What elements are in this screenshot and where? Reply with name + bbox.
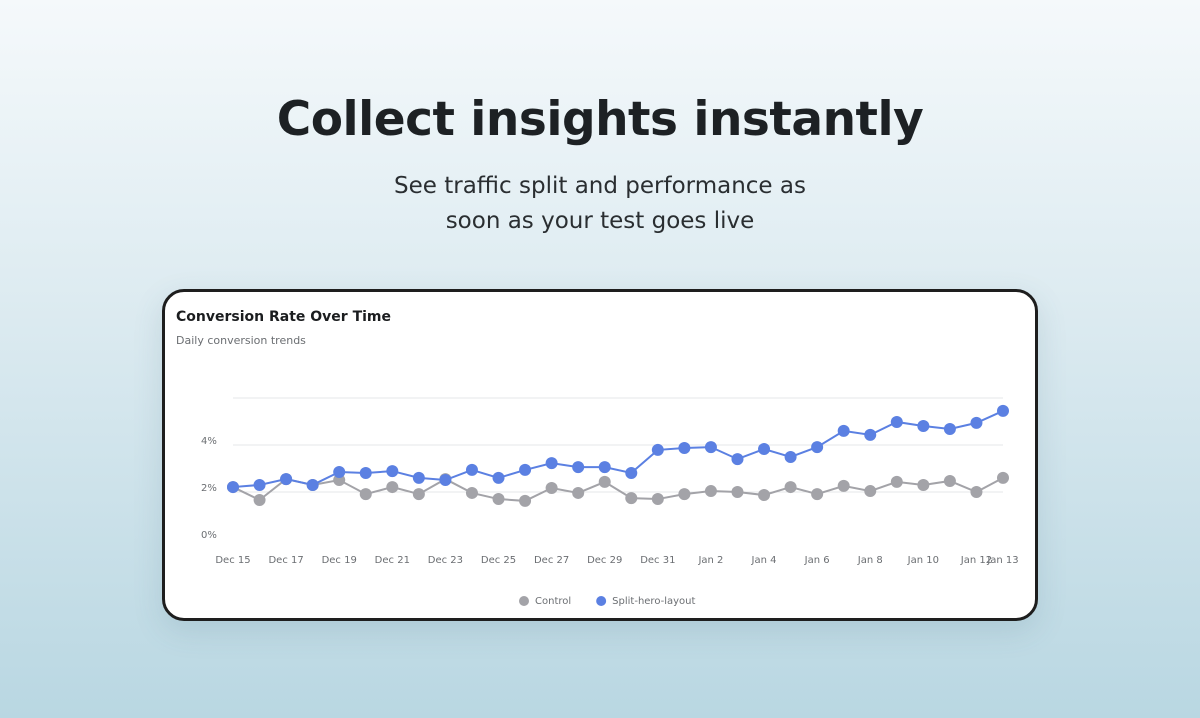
x-tick-label: Jan 2 — [697, 555, 723, 566]
x-tick-label: Dec 25 — [481, 555, 516, 566]
x-tick-label: Jan 13 — [986, 555, 1018, 566]
data-point — [731, 486, 744, 498]
data-point — [704, 441, 717, 454]
data-point — [465, 486, 478, 499]
data-point — [492, 493, 505, 506]
x-tick-label: Dec 15 — [215, 555, 250, 566]
legend-label: Split-hero-layout — [612, 596, 695, 607]
data-point — [970, 416, 983, 429]
data-point — [465, 463, 478, 476]
data-point — [678, 442, 691, 455]
series-line — [232, 410, 1004, 489]
data-point — [784, 450, 797, 463]
data-point — [997, 404, 1009, 417]
data-point — [306, 478, 319, 491]
data-point — [890, 415, 903, 428]
chart-title: Conversion Rate Over Time — [176, 309, 391, 325]
x-tick-label: Dec 17 — [268, 555, 303, 566]
data-point — [412, 471, 425, 484]
data-point — [519, 463, 532, 476]
data-point — [864, 428, 877, 441]
data-point — [678, 488, 691, 501]
x-tick-label: Dec 21 — [375, 555, 410, 566]
data-point — [386, 481, 399, 494]
x-tick-label: Jan 6 — [804, 555, 830, 566]
data-point — [333, 466, 346, 479]
data-point — [943, 474, 956, 487]
data-point — [704, 485, 717, 498]
data-point — [811, 488, 824, 501]
chart-subtitle: Daily conversion trends — [176, 334, 306, 347]
data-point — [280, 473, 293, 486]
series-line — [232, 477, 1004, 502]
data-point — [545, 457, 558, 470]
y-tick-label: 4% — [201, 436, 217, 447]
data-point — [598, 475, 611, 488]
data-point — [492, 471, 505, 484]
data-point — [625, 492, 638, 505]
data-point — [439, 474, 452, 487]
data-point — [943, 423, 956, 436]
data-point — [651, 443, 664, 456]
data-point — [253, 493, 266, 506]
data-point — [970, 486, 983, 498]
data-point — [758, 489, 771, 502]
legend-marker — [596, 596, 607, 606]
x-tick-label: Dec 19 — [322, 555, 357, 566]
data-point — [386, 465, 399, 478]
x-tick-label: Jan 8 — [857, 555, 883, 566]
data-point — [758, 442, 771, 455]
data-point — [917, 478, 930, 491]
data-point — [519, 494, 532, 507]
data-point — [253, 478, 266, 491]
data-point — [731, 453, 744, 466]
data-point — [837, 424, 850, 437]
x-tick-label: Dec 23 — [428, 555, 463, 566]
data-point — [412, 488, 425, 501]
x-tick-label: Jan 10 — [907, 555, 939, 566]
legend-label: Control — [535, 596, 571, 607]
data-point — [651, 493, 664, 506]
data-point — [572, 486, 585, 499]
data-point — [890, 475, 903, 488]
data-point — [997, 471, 1009, 484]
x-tick-label: Jan 4 — [751, 555, 777, 566]
data-point — [625, 466, 638, 479]
subheadline: soon as your test goes live — [445, 208, 755, 234]
data-point — [227, 481, 239, 494]
headline: Collect insights instantly — [276, 92, 924, 147]
data-point — [917, 419, 930, 432]
x-tick-label: Dec 27 — [534, 555, 569, 566]
x-tick-label: Jan 12 — [960, 555, 992, 566]
chart-card — [162, 289, 1038, 621]
data-point — [572, 461, 585, 474]
x-tick-label: Dec 31 — [640, 555, 675, 566]
data-point — [864, 485, 877, 498]
data-point — [359, 466, 372, 479]
data-point — [359, 488, 372, 501]
y-tick-label: 0% — [201, 530, 217, 541]
data-point — [598, 461, 611, 474]
data-point — [837, 479, 850, 492]
x-tick-label: Dec 29 — [587, 555, 622, 566]
subheadline: See traffic split and performance as — [394, 173, 806, 199]
y-tick-label: 2% — [201, 483, 217, 494]
data-point — [784, 481, 797, 494]
legend-marker — [519, 596, 529, 606]
data-point — [811, 441, 824, 454]
data-point — [545, 482, 558, 495]
